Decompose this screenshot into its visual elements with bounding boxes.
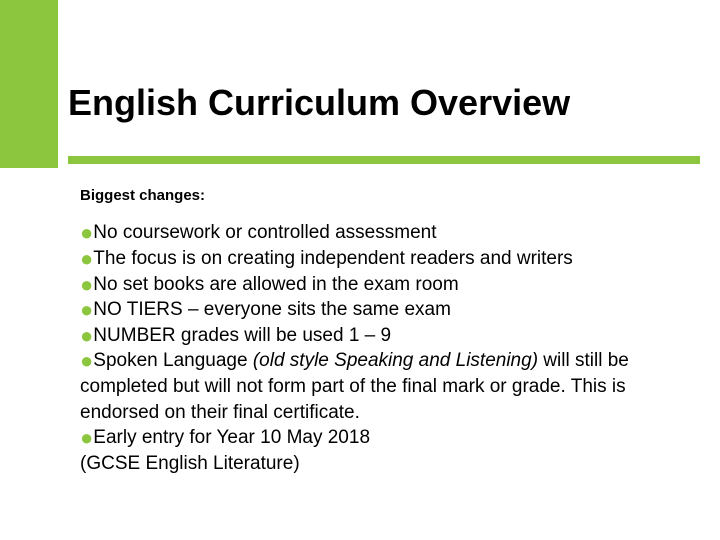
bullet-item: ●Early entry for Year 10 May 2018 (80, 425, 680, 451)
bullet-text: The focus is on creating independent rea… (93, 248, 573, 269)
bullet-item: ●NUMBER grades will be used 1 – 9 (80, 323, 680, 349)
title-underline (68, 156, 700, 164)
footer-line: (GCSE English Literature) (80, 451, 680, 477)
bullet-text: No coursework or controlled assessment (93, 222, 436, 243)
bullet-text: NUMBER grades will be used 1 – 9 (93, 325, 391, 346)
bullet-icon: ● (80, 425, 93, 450)
bullet-text: NO TIERS – everyone sits the same exam (93, 299, 451, 320)
bullet-item: ●NO TIERS – everyone sits the same exam (80, 297, 680, 323)
bullet-text-part: Spoken Language (93, 350, 253, 371)
bullet-text: Spoken Language (old style Speaking and … (80, 350, 629, 422)
accent-block (0, 0, 58, 168)
title-region: English Curriculum Overview (68, 82, 700, 164)
bullet-text: Early entry for Year 10 May 2018 (93, 427, 370, 448)
bullet-text: No set books are allowed in the exam roo… (93, 274, 458, 295)
bullet-icon: ● (80, 323, 93, 348)
bullet-item: ●No coursework or controlled assessment (80, 220, 680, 246)
bullet-icon: ● (80, 220, 93, 245)
subheading: Biggest changes: (80, 186, 680, 206)
bullet-icon: ● (80, 348, 93, 373)
bullet-icon: ● (80, 297, 93, 322)
bullet-item: ●The focus is on creating independent re… (80, 246, 680, 272)
bullet-icon: ● (80, 246, 93, 271)
slide-title: English Curriculum Overview (68, 82, 700, 124)
content-region: Biggest changes: ●No coursework or contr… (80, 186, 680, 477)
bullet-item: ●Spoken Language (old style Speaking and… (80, 348, 680, 425)
bullet-icon: ● (80, 272, 93, 297)
bullet-text-italic: (old style Speaking and Listening) (253, 350, 538, 371)
bullet-item: ●No set books are allowed in the exam ro… (80, 272, 680, 298)
